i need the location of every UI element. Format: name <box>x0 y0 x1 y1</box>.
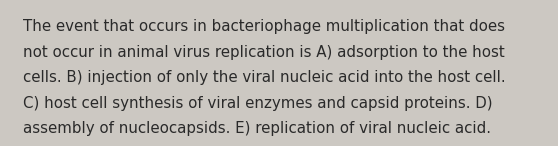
Text: cells. B) injection of only the viral nucleic acid into the host cell.: cells. B) injection of only the viral nu… <box>23 70 506 85</box>
Text: not occur in animal virus replication is A) adsorption to the host: not occur in animal virus replication is… <box>23 45 505 60</box>
Text: assembly of nucleocapsids. E) replication of viral nucleic acid.: assembly of nucleocapsids. E) replicatio… <box>23 121 492 136</box>
Text: The event that occurs in bacteriophage multiplication that does: The event that occurs in bacteriophage m… <box>23 19 506 34</box>
Text: C) host cell synthesis of viral enzymes and capsid proteins. D): C) host cell synthesis of viral enzymes … <box>23 96 493 111</box>
